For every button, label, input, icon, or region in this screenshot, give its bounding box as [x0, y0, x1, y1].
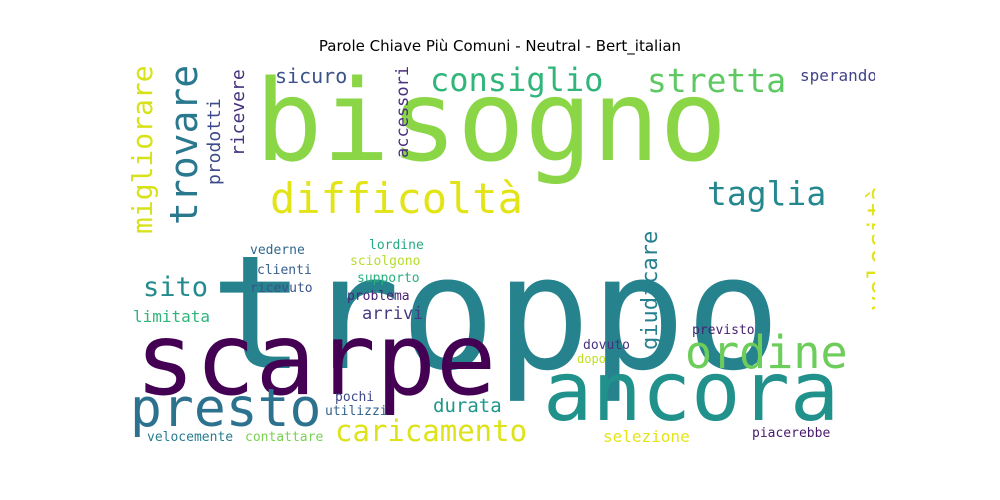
cloud-word: presto [130, 378, 322, 439]
cloud-word: caricamento [335, 414, 528, 448]
cloud-word: accessori [393, 65, 413, 158]
cloud-word: migliorare [126, 65, 159, 234]
cloud-word: previsto [692, 323, 755, 338]
cloud-word: sito [143, 272, 209, 303]
cloud-word: ordine [685, 326, 848, 379]
cloud-word: supporto [357, 271, 420, 286]
cloud-word: ricevuto [250, 281, 313, 296]
cloud-word: ancora [543, 345, 840, 440]
cloud-word: durata [433, 395, 502, 417]
cloud-word: contattare [245, 430, 324, 445]
cloud-word: bisogno [255, 60, 728, 187]
cloud-word: pochi [335, 390, 375, 405]
cloud-word: piacerebbe [752, 426, 831, 441]
cloud-word: velocemente [147, 430, 234, 445]
cloud-word: trovare [162, 64, 206, 225]
cloud-word: utilizzi [325, 404, 388, 419]
cloud-word: arrivi [362, 304, 424, 324]
cloud-word: clienti [257, 263, 312, 278]
cloud-word: problema [347, 289, 410, 304]
cloud-word: sperando [800, 66, 875, 85]
cloud-word: vederne [250, 243, 305, 258]
cloud-word: prodotti [204, 98, 225, 185]
cloud-word: velocità [863, 185, 875, 311]
cloud-word: dovuto [583, 338, 630, 353]
cloud-word: sciolgono [350, 254, 421, 269]
cloud-word: selezione [603, 427, 690, 446]
cloud-word: sicuro [275, 64, 348, 88]
cloud-word: limitata [133, 307, 211, 326]
cloud-word: giudicare [638, 230, 663, 350]
chart-title: Parole Chiave Più Comuni - Neutral - Ber… [318, 37, 682, 55]
cloud-word: dopo [577, 352, 606, 366]
word-cloud: troppo bisogno scarpe ancora presto ordine dif… [125, 60, 875, 450]
cloud-word: difficoltà [270, 174, 523, 223]
cloud-word: scarpe [135, 301, 497, 418]
cloud-word: taglia [707, 174, 827, 213]
cloud-word: troppo [210, 222, 781, 406]
cloud-word: consiglio [430, 61, 604, 99]
cloud-word: ricevere [228, 69, 249, 156]
cloud-word: lordine [369, 238, 424, 253]
cloud-word: stretta [647, 61, 787, 100]
